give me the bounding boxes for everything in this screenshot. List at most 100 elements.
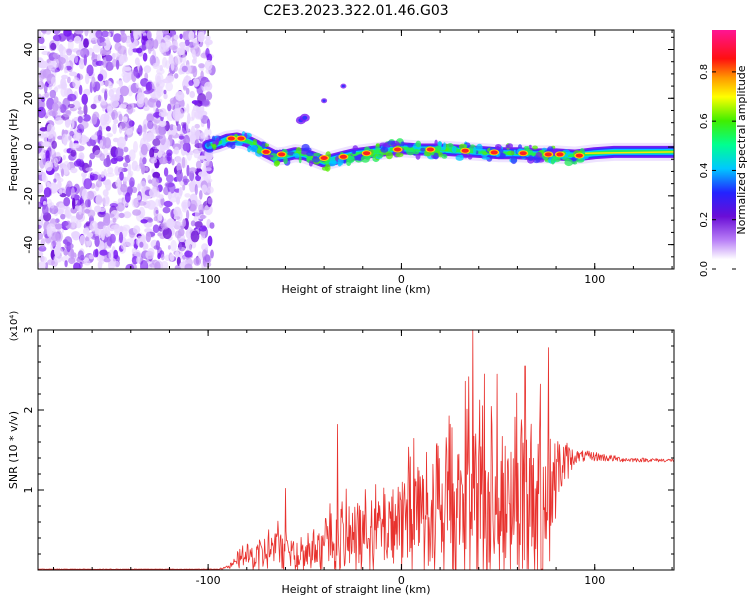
ridge-blob: [287, 151, 295, 156]
colorbar-tick-label: 0.2: [699, 212, 710, 228]
noise-blob: [39, 45, 47, 50]
noise-blob: [84, 199, 91, 208]
noise-blob: [81, 93, 88, 105]
noise-blob: [170, 59, 175, 71]
noise-blob: [53, 157, 59, 168]
ridge-blob: [413, 148, 420, 155]
noise-blob: [117, 136, 126, 149]
noise-blob: [140, 163, 146, 175]
noise-blob: [132, 30, 141, 39]
ridge-blob: [337, 158, 344, 166]
x-tick-label: 100: [584, 574, 605, 587]
noise-blob: [118, 212, 125, 219]
y-tick-label: 20: [22, 91, 35, 105]
noise-blob: [60, 213, 66, 220]
ridge-blob: [575, 158, 585, 163]
y-tick-label: -40: [22, 236, 35, 254]
noise-blob: [84, 208, 91, 214]
noise-blob: [190, 241, 197, 249]
ridge-blob: [442, 142, 447, 149]
snr-series: [38, 330, 674, 570]
noise-blob: [113, 33, 122, 43]
x-tick-label: 0: [398, 574, 405, 587]
noise-blob: [115, 59, 120, 70]
spectrogram-frame: [37, 29, 675, 270]
noise-blob: [206, 178, 213, 183]
noise-blob: [48, 83, 53, 90]
colorbar-label: Normalized spectral amplitude: [735, 65, 748, 234]
noise-blob: [38, 182, 44, 194]
noise-blob: [95, 180, 102, 188]
noise-blob: [109, 203, 118, 208]
noise-blob: [184, 193, 191, 198]
noise-blob: [58, 188, 63, 195]
noise-blob: [128, 43, 136, 49]
noise-blob: [145, 39, 153, 50]
noise-blob: [51, 240, 57, 247]
noise-blob: [193, 149, 200, 159]
ridge-blob: [221, 138, 226, 147]
noise-blob: [47, 259, 55, 266]
noise-blob: [142, 157, 147, 165]
noise-blob: [108, 82, 114, 89]
noise-blob: [106, 105, 113, 114]
noise-blob: [137, 183, 141, 192]
noise-blob: [88, 159, 92, 168]
noise-blob: [136, 92, 145, 105]
noise-blob: [153, 39, 159, 49]
noise-blob: [176, 123, 181, 132]
noise-blob: [163, 35, 171, 43]
noise-blob: [83, 178, 92, 190]
noise-blob: [50, 76, 57, 87]
noise-blob: [156, 85, 164, 97]
noise-blob: [99, 50, 107, 56]
ridge-blob: [250, 144, 258, 153]
hot-spot: [461, 148, 469, 153]
noise-blob: [102, 57, 107, 68]
ridge-blob: [455, 154, 464, 161]
noise-blob: [157, 213, 163, 222]
ridge-blob: [415, 140, 422, 148]
noise-blob: [82, 114, 91, 122]
x-tick-label: 100: [584, 273, 605, 286]
noise-blob: [125, 263, 135, 269]
noise-blob: [69, 130, 75, 137]
noise-blob: [64, 242, 74, 250]
noise-blob: [117, 198, 123, 204]
noise-blob: [194, 123, 200, 129]
noise-blob: [166, 156, 171, 162]
noise-blob: [43, 82, 48, 94]
ridge-blob: [527, 155, 534, 162]
noise-blob: [105, 172, 115, 177]
noise-blob: [45, 150, 50, 159]
noise-blob: [90, 173, 99, 181]
noise-blob: [102, 195, 110, 207]
ridge-blob: [505, 144, 509, 149]
noise-blob: [111, 94, 121, 100]
noise-blob: [182, 142, 190, 152]
noise-blob: [152, 148, 160, 153]
noise-blob: [157, 232, 162, 237]
noise-blob: [118, 104, 127, 109]
noise-blob: [116, 80, 123, 85]
x-tick-label: -100: [196, 574, 221, 587]
ridge-blob: [247, 145, 252, 153]
ridge-blob: [329, 157, 336, 165]
noise-blob: [52, 52, 60, 59]
noise-blob: [159, 145, 165, 155]
noise-blob: [176, 169, 183, 182]
noise-blob: [119, 171, 124, 181]
hot-spot: [426, 147, 434, 152]
noise-blob: [165, 60, 170, 69]
noise-blob: [92, 44, 101, 53]
noise-blob: [83, 38, 89, 48]
noise-blob: [185, 45, 190, 52]
snr-panel: -100 0 100 1 2 3 Height of straight line (km)…: [7, 311, 675, 596]
noise-blob: [139, 65, 143, 76]
noise-blob: [186, 209, 190, 220]
noise-blob: [57, 180, 62, 189]
noise-blob: [162, 46, 170, 52]
figure-title: C2E3.2023.322.01.46.G03: [263, 3, 448, 19]
noise-blob: [174, 73, 179, 79]
noise-blob: [194, 184, 198, 196]
